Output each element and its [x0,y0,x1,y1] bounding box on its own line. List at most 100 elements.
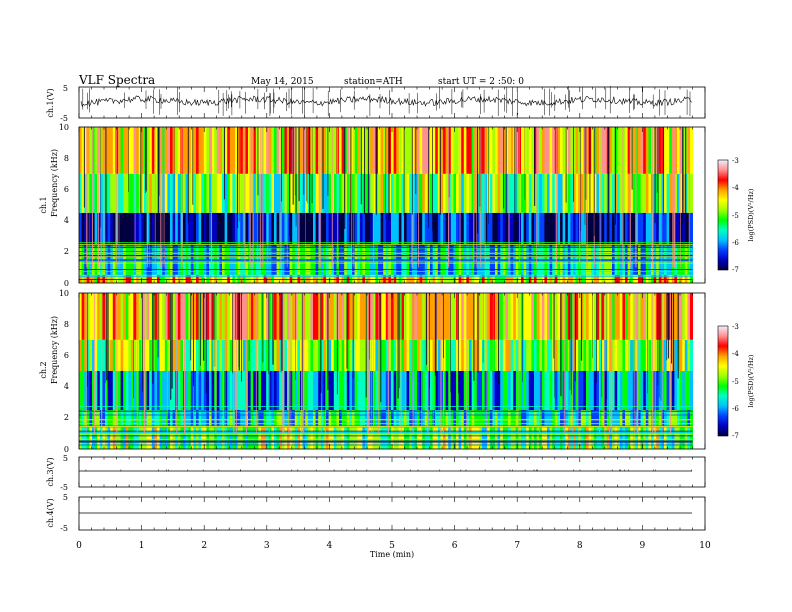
ch1-band-2-cell [302,212,306,244]
ch2-band-1-cell [141,410,145,426]
ch1-band-3-cell [396,173,400,213]
ch1-band-3-cell [253,173,257,213]
ch2-band-4-cell [687,293,691,340]
ch1-band-2-cell [157,212,160,244]
ch1-band-4-cell [146,127,150,174]
ch1-band-2-cell [120,212,124,244]
ch1-band-0-cell [227,275,231,283]
ch1-band-2-cell [344,212,348,244]
ch2-band-0-cell [445,425,449,449]
ch2-band-0-cell [593,425,597,449]
ch2-band-1-cell [482,410,485,426]
ch1-band-4-cell [320,127,324,174]
ch2-band-3-cell [188,339,192,371]
ch1-band-2-cell [89,212,93,244]
ch2-band-0-cell [671,425,675,449]
ch2-band-4-cell [604,293,608,340]
ch2-band-0-cell [300,425,303,449]
ch1-band-0-cell [495,275,498,283]
ch2-band-4-cell [354,293,358,340]
ch2-band-3-cell [268,339,272,371]
ch2-band-4-cell [133,293,137,340]
ch1-band-2-cell [365,212,368,244]
ch2-band-3-cell [619,339,623,371]
ch2-band-0-cell [578,425,582,449]
ch2-band-4-cell [614,293,618,340]
ch2-band-2-cell [227,371,231,410]
ch2-band-2-cell [508,371,511,410]
ch2-band-4-cell [565,293,569,340]
ch2-band-0-cell [443,425,446,449]
ch2-band-1-cell [172,410,176,426]
ch2-band-0-cell [622,425,626,449]
ch1-band-0-cell [463,275,467,283]
ch1-band-4-cell [435,127,439,174]
ch2-band-2-cell [261,371,264,410]
ch2-band-2-cell [362,371,366,410]
ch2-band-4-cell [128,293,132,340]
ch1-band-3-cell [378,173,381,213]
ch1-band-3-cell [437,173,441,213]
ch2-band-1-cell [541,410,545,426]
ch2-band-0-cell [99,425,103,449]
ch1-band-0-cell [86,275,90,283]
ch1-band-2-cell [422,212,426,244]
ch2-band-3-cell [643,339,647,371]
ch2-band-2-cell [427,371,431,410]
colorbar-ch1-tick-m3: -3 [732,157,739,165]
ch2-spec-ytick-10: 10 [59,289,69,298]
ch1-band-3-cell [575,173,579,213]
ch2-band-1-cell [102,410,106,426]
ch1-band-2-cell [471,212,475,244]
ch2-band-0-cell [435,425,439,449]
ch2-band-4-cell [383,293,387,340]
ch2-band-2-cell [469,371,472,410]
ch2-band-1-cell [677,410,680,426]
ch1-band-4-cell [268,127,272,174]
ch2-band-0-cell [497,425,501,449]
ch1-band-4-cell [365,127,368,174]
ch2-band-4-cell [453,293,457,340]
ch1-band-4-cell [466,127,470,174]
ch2-band-2-cell [596,371,600,410]
ch2-band-4-cell [253,293,257,340]
ch2-band-4-cell [97,293,101,340]
ch1-band-4-cell [596,127,600,174]
ch2-band-1-cell [313,410,316,426]
ch2-band-1-cell [575,410,579,426]
ch2-band-3-cell [593,339,597,371]
ch2-band-4-cell [328,293,332,340]
ch2-band-1-cell [292,410,296,426]
ch2-band-2-cell [138,371,142,410]
ch1-band-4-cell [271,127,275,174]
ch2-band-4-cell [229,293,233,340]
ch1-band-0-cell [170,275,173,283]
ch1-band-4-cell [552,127,556,174]
ch2-band-3-cell [388,339,392,371]
ch1-band-4-cell [375,127,379,174]
ch2-band-2-cell [497,371,501,410]
ch2-band-0-cell [92,425,95,449]
ch2-band-1-cell [521,410,524,426]
ch2-band-4-cell [346,293,350,340]
ch2-band-2-cell [521,371,524,410]
ch1-band-2-cell [305,212,309,244]
ch2-band-2-cell [643,371,647,410]
ch1-band-0-cell [294,275,298,283]
ch2-band-3-cell [534,339,537,371]
ch1-band-0-cell [315,275,319,283]
ch2-band-0-cell [419,425,423,449]
ch2-band-2-cell [159,371,163,410]
ch1-band-0-cell [97,275,101,283]
ch2-band-4-cell [162,293,166,340]
ch2-band-1-cell [534,410,537,426]
ch1-band-2-cell [661,212,665,244]
ch2-band-1-cell [193,410,197,426]
ch2-band-1-cell [424,410,428,426]
ch2-band-4-cell [209,293,212,340]
ch2-band-4-cell [625,293,628,340]
ch1-band-3-cell [333,173,337,213]
ch1-band-4-cell [609,127,613,174]
ch1-band-2-cell [567,212,571,244]
ch1-band-4-cell [344,127,348,174]
